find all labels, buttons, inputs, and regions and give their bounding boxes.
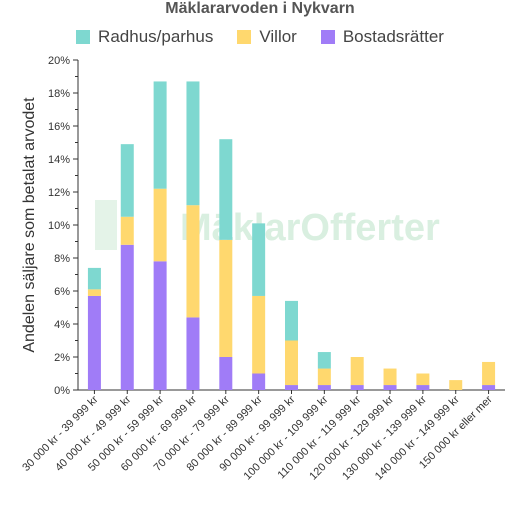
y-tick-label: 20%: [48, 55, 70, 67]
bar-segment: [416, 385, 430, 390]
bar-segment: [383, 385, 397, 390]
legend-swatch: [320, 30, 335, 44]
bar-segment: [482, 361, 496, 386]
bar-segment: [449, 380, 463, 390]
watermark-text: MäklarOfferter: [180, 207, 440, 249]
watermark-logo: [95, 200, 117, 250]
bar-segment: [482, 385, 496, 390]
bar-segment: [153, 188, 167, 262]
bar-segment: [87, 289, 101, 296]
y-tick-label: 8%: [54, 253, 70, 265]
bar-segment: [186, 205, 200, 318]
legend-label: Bostadsrätter: [342, 27, 444, 46]
bar-segment: [120, 244, 134, 390]
bar-segment: [383, 368, 397, 386]
bar-segment: [219, 139, 233, 240]
bar-segment: [87, 295, 101, 390]
chart-title: Mäklararvoden i Nykvarn: [165, 0, 355, 17]
bar-segment: [317, 352, 331, 369]
bar-segment: [350, 385, 364, 390]
y-tick-label: 18%: [48, 88, 70, 100]
bar-segment: [285, 385, 298, 390]
y-tick-label: 4%: [54, 319, 70, 331]
y-tick-label: 2%: [54, 352, 70, 364]
y-tick-label: 6%: [54, 286, 70, 298]
legend-item[interactable]: Villor: [237, 27, 297, 47]
bar-segment: [186, 317, 200, 390]
bar-segment: [252, 373, 266, 390]
bar-segment: [252, 223, 266, 296]
bar-segment: [120, 216, 134, 245]
y-tick-label: 0%: [54, 385, 70, 397]
y-tick-label: 10%: [48, 220, 70, 232]
bar-segment: [285, 340, 298, 386]
y-tick-label: 16%: [48, 121, 70, 133]
legend-item[interactable]: Bostadsrätter: [320, 27, 444, 47]
bar-segment: [252, 295, 266, 374]
bar-segment: [219, 357, 233, 390]
bar-segment: [317, 385, 331, 390]
bar-segment: [219, 239, 233, 357]
bar-segment: [285, 300, 298, 341]
y-tick-label: 14%: [48, 154, 70, 166]
bar-segment: [153, 81, 167, 189]
y-tick-label: 12%: [48, 187, 70, 199]
legend-item[interactable]: Radhus/parhus: [76, 27, 213, 47]
legend-swatch: [76, 30, 91, 44]
bar-segment: [153, 261, 167, 390]
legend-label: Radhus/parhus: [98, 27, 214, 46]
bar-segment: [120, 144, 134, 217]
legend: Radhus/parhus Villor Bostadsrätter: [0, 27, 520, 47]
legend-label: Villor: [259, 27, 297, 46]
legend-swatch: [237, 30, 252, 44]
bar-segment: [317, 368, 331, 386]
bar-segment: [416, 373, 430, 386]
bar-segment: [350, 357, 364, 386]
bar-segment: [87, 267, 101, 290]
bar-segment: [186, 81, 200, 206]
